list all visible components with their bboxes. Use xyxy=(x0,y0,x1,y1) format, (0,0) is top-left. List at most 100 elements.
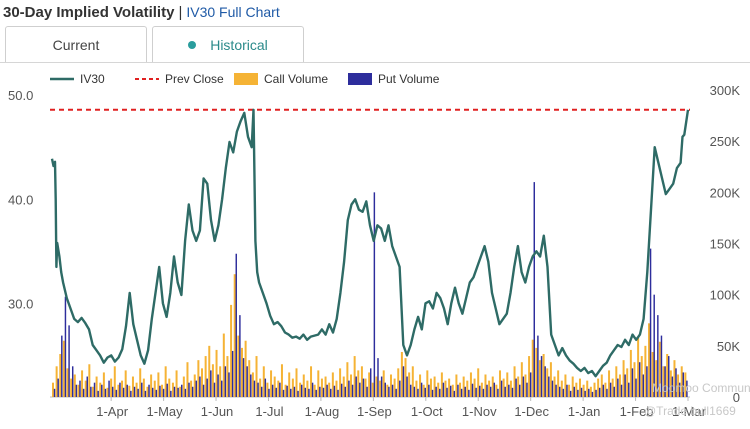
put-volume-bar xyxy=(562,388,565,397)
put-volume-bar xyxy=(409,384,412,397)
call-volume-bar xyxy=(161,384,164,397)
put-volume-bar xyxy=(511,387,514,397)
put-volume-bar xyxy=(613,386,615,397)
put-volume-bar xyxy=(297,390,299,397)
put-volume-bar xyxy=(446,387,448,397)
put-volume-bar xyxy=(359,382,361,397)
put-volume-bar xyxy=(311,382,314,397)
put-volume-bar xyxy=(370,368,372,397)
call-volume-bar xyxy=(600,374,603,397)
put-volume-bar xyxy=(162,388,165,397)
put-volume-bar xyxy=(217,374,219,397)
put-volume-bar xyxy=(453,390,456,397)
call-volume-bar xyxy=(251,372,254,397)
put-volume-bar xyxy=(522,376,525,397)
put-volume-bar xyxy=(482,388,485,397)
put-volume-bar xyxy=(515,378,517,397)
put-volume-bar xyxy=(119,382,121,397)
put-volume-bar xyxy=(170,390,172,397)
call-volume-bar xyxy=(542,354,545,397)
call-volume-bar xyxy=(673,360,676,397)
call-volume-bar xyxy=(146,386,149,397)
put-volume-bar xyxy=(468,389,470,397)
put-volume-bar xyxy=(413,386,416,397)
put-volume-bar xyxy=(137,388,139,397)
put-volume-bar xyxy=(184,388,187,397)
call-volume-bar xyxy=(677,374,680,397)
put-volume-bar xyxy=(275,387,277,397)
put-volume-bar xyxy=(475,387,477,397)
tab-current[interactable]: Current xyxy=(5,26,147,62)
call-volume-bar xyxy=(611,378,614,397)
put-volume-bar xyxy=(537,335,539,397)
call-volume-bar xyxy=(557,370,560,397)
call-volume-bar xyxy=(538,360,541,397)
call-volume-bar xyxy=(411,366,414,397)
call-volume-bar xyxy=(571,376,574,397)
put-volume-bar xyxy=(388,386,390,397)
put-volume-bar xyxy=(657,315,659,397)
put-volume-bar xyxy=(598,387,601,397)
put-volume-bar xyxy=(264,378,267,397)
put-volume-bar xyxy=(366,386,368,397)
tab-historical[interactable]: Historical xyxy=(152,26,304,62)
call-volume-bar xyxy=(113,366,116,397)
call-volume-bar xyxy=(277,380,280,397)
call-volume-bar xyxy=(531,339,534,397)
call-volume-bar xyxy=(295,368,298,397)
put-volume-bar xyxy=(660,335,663,397)
put-volume-bar xyxy=(617,378,619,397)
put-volume-bar xyxy=(177,387,179,397)
call-volume-bar xyxy=(593,382,596,397)
put-volume-bar xyxy=(635,378,637,397)
call-volume-bar xyxy=(379,380,382,397)
put-volume-bar xyxy=(384,382,386,397)
put-volume-bar xyxy=(566,384,568,397)
call-volume-bar xyxy=(339,368,342,397)
x-tick-label: 1-Jul xyxy=(255,404,283,419)
iv30-full-chart-link[interactable]: IV30 Full Chart xyxy=(186,4,280,20)
call-volume-bar xyxy=(597,378,600,397)
put-volume-bar xyxy=(628,382,630,397)
put-volume-bar xyxy=(122,387,125,397)
put-volume-bar xyxy=(148,384,150,397)
call-volume-bar xyxy=(484,374,487,397)
put-volume-bar xyxy=(133,386,136,397)
put-volume-bar xyxy=(602,384,605,397)
put-volume-bar xyxy=(595,389,597,397)
call-volume-bar xyxy=(215,349,218,397)
y-left-tick-label: 30.0 xyxy=(8,296,33,311)
put-volume-bar xyxy=(420,382,423,397)
put-volume-bar xyxy=(580,387,583,397)
put-volume-bar xyxy=(337,389,339,397)
call-volume-bar xyxy=(549,362,552,397)
legend-label: IV30 xyxy=(80,72,105,86)
x-tick-label: 1-Nov xyxy=(462,404,497,419)
put-volume-bar xyxy=(489,386,492,397)
put-volume-bar xyxy=(195,380,198,397)
call-volume-bar xyxy=(190,380,193,397)
put-volume-bar xyxy=(57,378,59,397)
call-volume-bar xyxy=(310,366,313,397)
put-volume-bar xyxy=(108,380,110,397)
call-volume-bar xyxy=(626,368,629,397)
put-volume-bar xyxy=(417,388,419,397)
put-volume-bar xyxy=(210,370,212,397)
put-volume-bar xyxy=(268,388,270,397)
put-volume-bar xyxy=(188,382,190,397)
put-volume-bar xyxy=(435,386,437,397)
call-volume-bar xyxy=(266,382,269,397)
call-volume-bar xyxy=(520,362,523,397)
put-volume-bar xyxy=(282,389,285,397)
call-volume-bar xyxy=(658,341,661,397)
call-volume-bar xyxy=(448,378,451,397)
put-volume-bar xyxy=(166,383,168,397)
call-volume-bar xyxy=(640,356,643,397)
call-volume-bar xyxy=(128,385,131,397)
call-volume-bar xyxy=(415,380,418,397)
put-volume-bar xyxy=(104,388,107,397)
put-volume-bar xyxy=(279,382,281,397)
put-volume-bar xyxy=(646,366,648,397)
put-volume-bar xyxy=(333,385,336,397)
